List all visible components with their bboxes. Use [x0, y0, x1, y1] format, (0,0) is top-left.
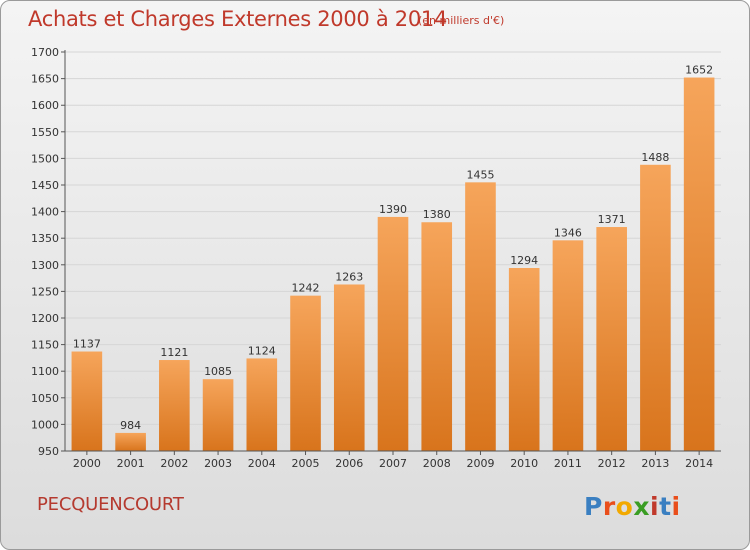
commune-name: PECQUENCOURT — [37, 494, 184, 515]
x-tick-label: 2013 — [641, 457, 669, 470]
y-tick-label: 1350 — [31, 232, 59, 245]
y-tick-label: 1700 — [31, 46, 59, 59]
data-label: 1346 — [554, 226, 582, 239]
bar-2003 — [202, 379, 234, 451]
bar-2014 — [683, 77, 715, 451]
data-label: 1371 — [598, 213, 626, 226]
data-label: 1121 — [160, 346, 188, 359]
data-label: 1390 — [379, 203, 407, 216]
bar-2005 — [290, 295, 321, 451]
data-label: 1455 — [466, 168, 494, 181]
x-tick-label: 2011 — [554, 457, 582, 470]
y-tick-label: 1100 — [31, 365, 59, 378]
bar-2007 — [377, 216, 409, 451]
bar-2010 — [508, 267, 540, 451]
y-tick-label: 1150 — [31, 339, 59, 352]
logo-letter: o — [615, 492, 634, 521]
y-tick-label: 1000 — [31, 418, 59, 431]
bar-2000 — [71, 351, 103, 451]
logo-letter: P — [584, 492, 603, 521]
x-tick-label: 2003 — [204, 457, 232, 470]
x-tick-label: 2006 — [335, 457, 363, 470]
y-tick-label: 1300 — [31, 259, 59, 272]
logo-letter: t — [659, 492, 672, 521]
data-label: 1085 — [204, 365, 232, 378]
y-tick-label: 1400 — [31, 206, 59, 219]
logo-letter: i — [650, 492, 660, 521]
x-tick-label: 2009 — [466, 457, 494, 470]
bar-2002 — [159, 360, 190, 451]
proxiti-logo[interactable]: Proxiti — [584, 492, 681, 521]
y-tick-label: 1200 — [31, 312, 59, 325]
logo-letter: i — [671, 492, 681, 521]
logo-letter: r — [602, 492, 616, 521]
data-label: 1294 — [510, 254, 538, 267]
y-tick-label: 1050 — [31, 392, 59, 405]
data-label: 1137 — [73, 338, 101, 351]
x-tick-label: 2005 — [292, 457, 320, 470]
chart-subtitle: (en milliers d'€) — [418, 14, 505, 27]
bar-2013 — [640, 164, 671, 451]
bar-2004 — [246, 358, 278, 451]
x-tick-label: 2012 — [598, 457, 626, 470]
x-tick-label: 2010 — [510, 457, 538, 470]
x-tick-label: 2004 — [248, 457, 276, 470]
data-label: 1242 — [292, 282, 320, 295]
x-tick-label: 2014 — [685, 457, 713, 470]
axes: 950 1000 1050 1100 1150 1200 1250 1300 1350 1400 1… — [31, 46, 721, 470]
x-tick-label: 2002 — [160, 457, 188, 470]
chart-title: Achats et Charges Externes 2000 à 2014 — [28, 7, 448, 31]
bars: 1137 984 1121 1085 1124 1242 1263 1390 1380 1455 1… — [71, 64, 715, 451]
bar-2011 — [552, 240, 584, 451]
bar-2006 — [333, 284, 365, 451]
data-label: 1124 — [248, 344, 276, 357]
x-tick-label: 2000 — [73, 457, 101, 470]
data-label: 1488 — [641, 151, 669, 164]
data-label: 984 — [120, 419, 141, 432]
y-tick-label: 1650 — [31, 73, 59, 86]
bar-2012 — [596, 227, 627, 451]
data-label: 1380 — [423, 208, 451, 221]
y-tick-label: 1500 — [31, 152, 59, 165]
bar-2009 — [465, 182, 496, 451]
x-tick-label: 2008 — [423, 457, 451, 470]
data-label: 1652 — [685, 64, 713, 77]
bar-2001 — [115, 432, 146, 451]
y-tick-label: 1550 — [31, 126, 59, 139]
y-tick-label: 1250 — [31, 285, 59, 298]
logo-letter: x — [633, 492, 650, 521]
y-tick-label: 950 — [38, 445, 59, 458]
x-tick-label: 2007 — [379, 457, 407, 470]
x-tick-label: 2001 — [117, 457, 145, 470]
y-tick-label: 1600 — [31, 99, 59, 112]
data-label: 1263 — [335, 270, 363, 283]
bar-2008 — [421, 222, 453, 451]
y-tick-label: 1450 — [31, 179, 59, 192]
